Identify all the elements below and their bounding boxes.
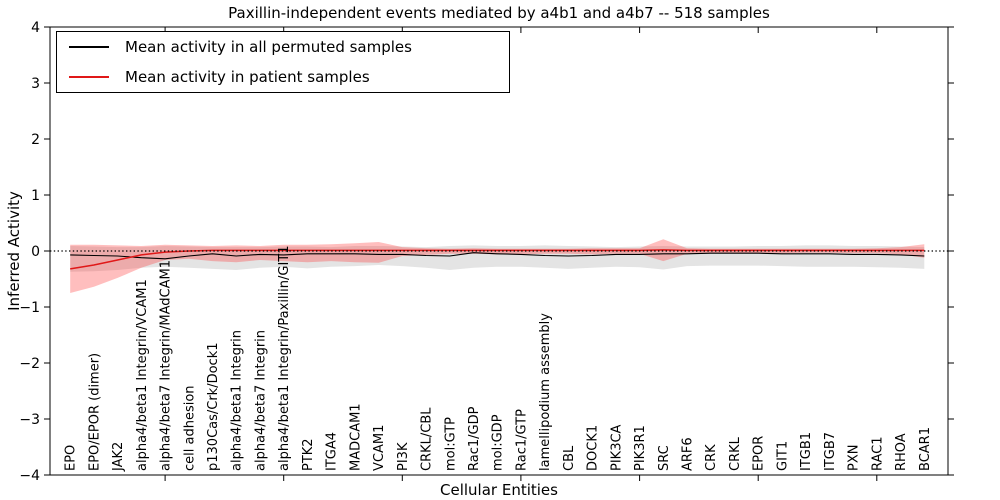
y-tick-label: 4 — [31, 20, 40, 36]
patient-line-swatch — [69, 75, 109, 78]
y-tick-label: 3 — [31, 76, 40, 92]
x-tick-label: RAC1 — [870, 436, 885, 471]
x-tick-label: BCAR1 — [918, 427, 933, 471]
x-axis-label: Cellular Entities — [440, 481, 558, 499]
x-tick-label: ARF6 — [681, 437, 696, 471]
x-tick-label: EPO/EPOR (dimer) — [87, 353, 102, 471]
x-tick-label: alpha4/beta7 Integrin/MAdCAM1 — [159, 260, 174, 471]
y-tick-label: −1 — [19, 300, 40, 316]
x-tick-label: PIK3R1 — [633, 425, 648, 471]
y-tick-label: −3 — [19, 412, 40, 428]
permuted-line-swatch — [69, 46, 109, 49]
x-tick-label: VCAM1 — [372, 425, 387, 471]
permuted-samples-range-band — [70, 245, 925, 272]
x-tick-label: DOCK1 — [586, 425, 601, 471]
y-tick-label: 1 — [31, 188, 40, 204]
y-tick-label: 0 — [31, 244, 40, 260]
x-tick-label: alpha4/beta1 Integrin — [230, 330, 245, 471]
x-tick-label: PXN — [847, 445, 862, 471]
x-tick-label: CBL — [562, 445, 577, 471]
x-tick-label: GIT1 — [775, 441, 790, 471]
legend-label-permuted: Mean activity in all permuted samples — [125, 38, 412, 57]
x-tick-label: SRC — [657, 445, 672, 471]
x-tick-label: ITGB7 — [823, 432, 838, 471]
x-tick-label: PIK3CA — [609, 424, 624, 471]
legend-label-patient: Mean activity in patient samples — [125, 67, 370, 86]
x-tick-label: JAK2 — [111, 442, 126, 472]
chart-title: Paxillin-independent events mediated by … — [228, 4, 770, 22]
x-tick-label: cell adhesion — [182, 385, 197, 471]
x-tick-label: lamellipodium assembly — [538, 313, 553, 471]
x-tick-label: EPO — [64, 445, 79, 471]
x-tick-label: alpha4/beta1 Integrin/Paxillin/GIT1 — [277, 245, 292, 471]
legend: Mean activity in all permuted samples Me… — [56, 31, 510, 93]
x-tick-label: CRKL/CBL — [420, 407, 435, 471]
x-tick-label: alpha4/beta1 Integrin/VCAM1 — [135, 279, 150, 471]
y-tick-label: −4 — [19, 468, 40, 484]
x-tick-label: p130Cas/Crk/Dock1 — [206, 342, 221, 471]
x-tick-label: alpha4/beta7 Integrin — [254, 330, 269, 471]
y-tick-label: −2 — [19, 356, 40, 372]
x-tick-label: CRKL — [728, 436, 743, 471]
x-tick-label: MADCAM1 — [348, 403, 363, 471]
series-line-0 — [70, 252, 925, 260]
x-tick-label: RHOA — [894, 433, 909, 471]
x-tick-label: ITGA4 — [325, 432, 340, 471]
x-tick-label: CRK — [704, 444, 719, 471]
legend-item-patient: Mean activity in patient samples — [57, 63, 509, 91]
x-tick-label: ITGB1 — [799, 432, 814, 471]
x-tick-label: Rac1/GTP — [514, 409, 529, 471]
x-tick-label: PI3K — [396, 442, 411, 471]
y-axis-label: Inferred Activity — [5, 191, 23, 311]
legend-item-permuted: Mean activity in all permuted samples — [57, 33, 509, 61]
x-tick-label: EPOR — [752, 436, 767, 471]
x-tick-label: mol:GTP — [443, 417, 458, 471]
y-tick-label: 2 — [31, 132, 40, 148]
series-line-1 — [70, 249, 925, 270]
x-tick-label: mol:GDP — [491, 414, 506, 471]
x-tick-label: Rac1/GDP — [467, 406, 482, 471]
x-tick-label: PTK2 — [301, 438, 316, 471]
